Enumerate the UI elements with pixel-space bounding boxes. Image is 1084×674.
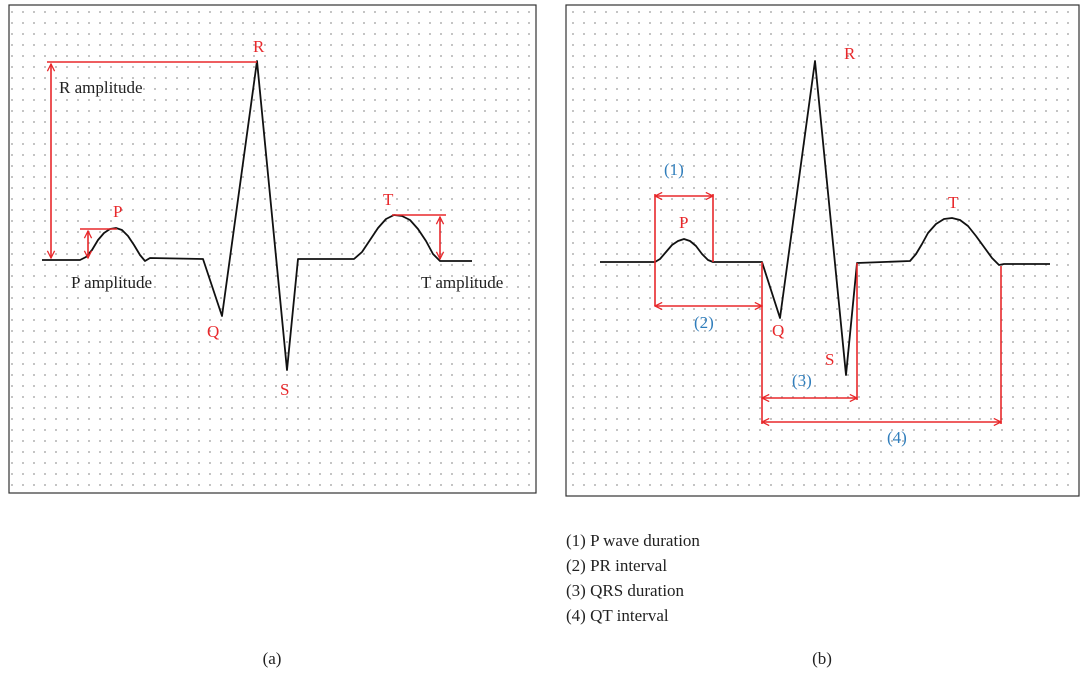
marker-1-label: (1)	[664, 160, 684, 179]
legend: (1) P wave duration (2) PR interval (3) …	[566, 531, 700, 625]
legend-item: (4) QT interval	[566, 606, 669, 625]
panel-a-t-label: T	[383, 190, 394, 209]
panel-a-r-label: R	[253, 37, 265, 56]
panel-b-s-label: S	[825, 350, 834, 369]
panel-b-p-label: P	[679, 213, 688, 232]
panel-b-q-label: Q	[772, 321, 784, 340]
panel-b: R P T Q S (1) (2) (3) (4)	[565, 4, 1080, 497]
p-amplitude-measure	[80, 228, 117, 258]
r-amplitude-label: R amplitude	[59, 78, 143, 97]
marker-4-label: (4)	[887, 428, 907, 447]
panel-b-r-label: R	[844, 44, 856, 63]
p-wave-duration-measure	[655, 194, 713, 262]
panel-a-grid	[10, 6, 535, 492]
r-amplitude-measure	[47, 61, 257, 258]
panel-b-ecg-trace	[600, 60, 1050, 376]
qt-interval-measure	[762, 266, 1001, 424]
panel-a-q-label: Q	[207, 322, 219, 341]
t-amplitude-measure	[392, 214, 446, 259]
p-amplitude-label: P amplitude	[71, 273, 152, 292]
legend-item: (3) QRS duration	[566, 581, 685, 600]
legend-item: (2) PR interval	[566, 556, 667, 575]
marker-2-label: (2)	[694, 313, 714, 332]
panel-a-p-label: P	[113, 202, 122, 221]
panel-b-caption: (b)	[812, 649, 832, 668]
legend-item: (1) P wave duration	[566, 531, 700, 550]
panel-b-grid	[567, 6, 1078, 495]
panel-a-caption: (a)	[263, 649, 282, 668]
panel-a-s-label: S	[280, 380, 289, 399]
panel-a: R P T Q S R amplitude P amplitude T ampl…	[8, 4, 537, 494]
panel-a-ecg-trace	[42, 60, 472, 371]
t-amplitude-label: T amplitude	[421, 273, 503, 292]
marker-3-label: (3)	[792, 371, 812, 390]
panel-b-t-label: T	[948, 193, 959, 212]
qrs-duration-measure	[762, 263, 857, 400]
